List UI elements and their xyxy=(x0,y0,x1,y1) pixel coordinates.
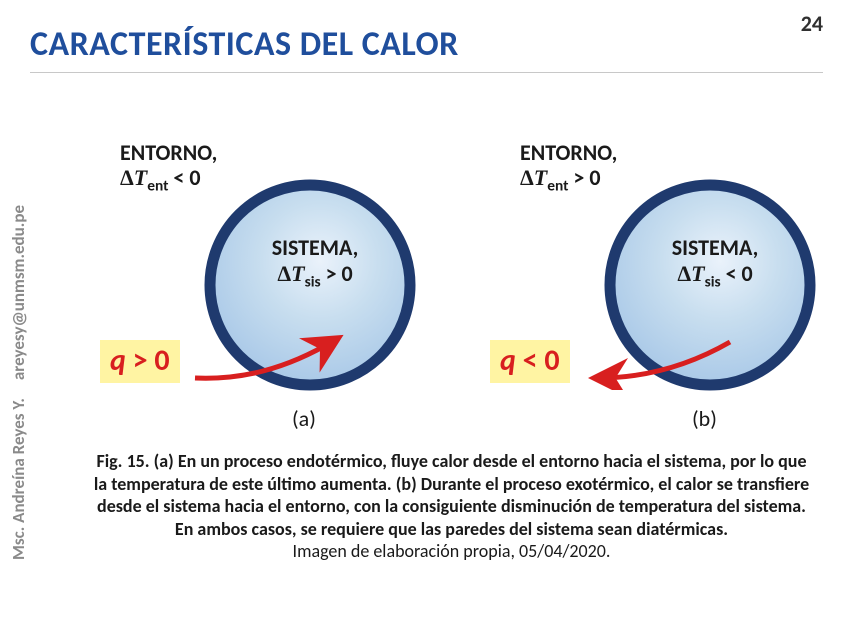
sistema-line1: SISTEMA, xyxy=(272,234,359,261)
entorno-cmp: < 0 xyxy=(168,164,200,191)
sistema-label-b: SISTEMA, ΔTsis < 0 xyxy=(635,235,795,292)
panel-b: ENTORNO, ΔTent > 0 SISTEMA, ΔTsis < 0 xyxy=(460,140,840,430)
entorno-line1: ENTORNO, xyxy=(520,139,617,166)
entorno-sub: ent xyxy=(547,177,568,196)
entorno-sub: ent xyxy=(147,177,168,196)
sistema-label-a: SISTEMA, ΔTsis > 0 xyxy=(235,235,395,292)
caption-bold: Fig. 15. (a) En un proceso endotérmico, … xyxy=(94,450,809,540)
sistema-sub: sis xyxy=(705,273,721,292)
panel-caption-a: (a) xyxy=(292,405,316,432)
diagram-area: ENTORNO, ΔTent < 0 SISTEMA, ΔTsis > 0 xyxy=(60,140,823,430)
sistema-cmp: < 0 xyxy=(721,260,753,287)
q-cmp: > 0 xyxy=(126,342,170,379)
sistema-line1: SISTEMA, xyxy=(672,234,759,261)
panel-caption-b: (b) xyxy=(692,405,717,432)
sistema-cmp: > 0 xyxy=(321,260,353,287)
entorno-line1: ENTORNO, xyxy=(120,139,217,166)
sidebar-credit: Msc. Andreína Reyes Y. areyesy@unmsm.edu.… xyxy=(8,205,29,560)
figure-caption: Fig. 15. (a) En un proceso endotérmico, … xyxy=(90,450,813,563)
q-label-b: q < 0 xyxy=(490,340,570,383)
q-var: q xyxy=(500,342,516,379)
sistema-sub: sis xyxy=(305,273,321,292)
caption-source: Imagen de elaboración propia, 05/04/2020… xyxy=(293,540,611,562)
panel-a: ENTORNO, ΔTent < 0 SISTEMA, ΔTsis > 0 xyxy=(60,140,440,430)
q-cmp: < 0 xyxy=(516,342,560,379)
slide-number: 24 xyxy=(801,10,823,37)
title-rule xyxy=(30,72,823,73)
sidebar-author: Msc. Andreína Reyes Y. xyxy=(8,398,29,560)
page-title: CARACTERÍSTICAS DEL CALOR xyxy=(30,24,459,65)
sidebar-email: areyesy@unmsm.edu.pe xyxy=(8,205,29,380)
q-var: q xyxy=(110,342,126,379)
q-label-a: q > 0 xyxy=(100,340,180,383)
entorno-cmp: > 0 xyxy=(568,164,600,191)
